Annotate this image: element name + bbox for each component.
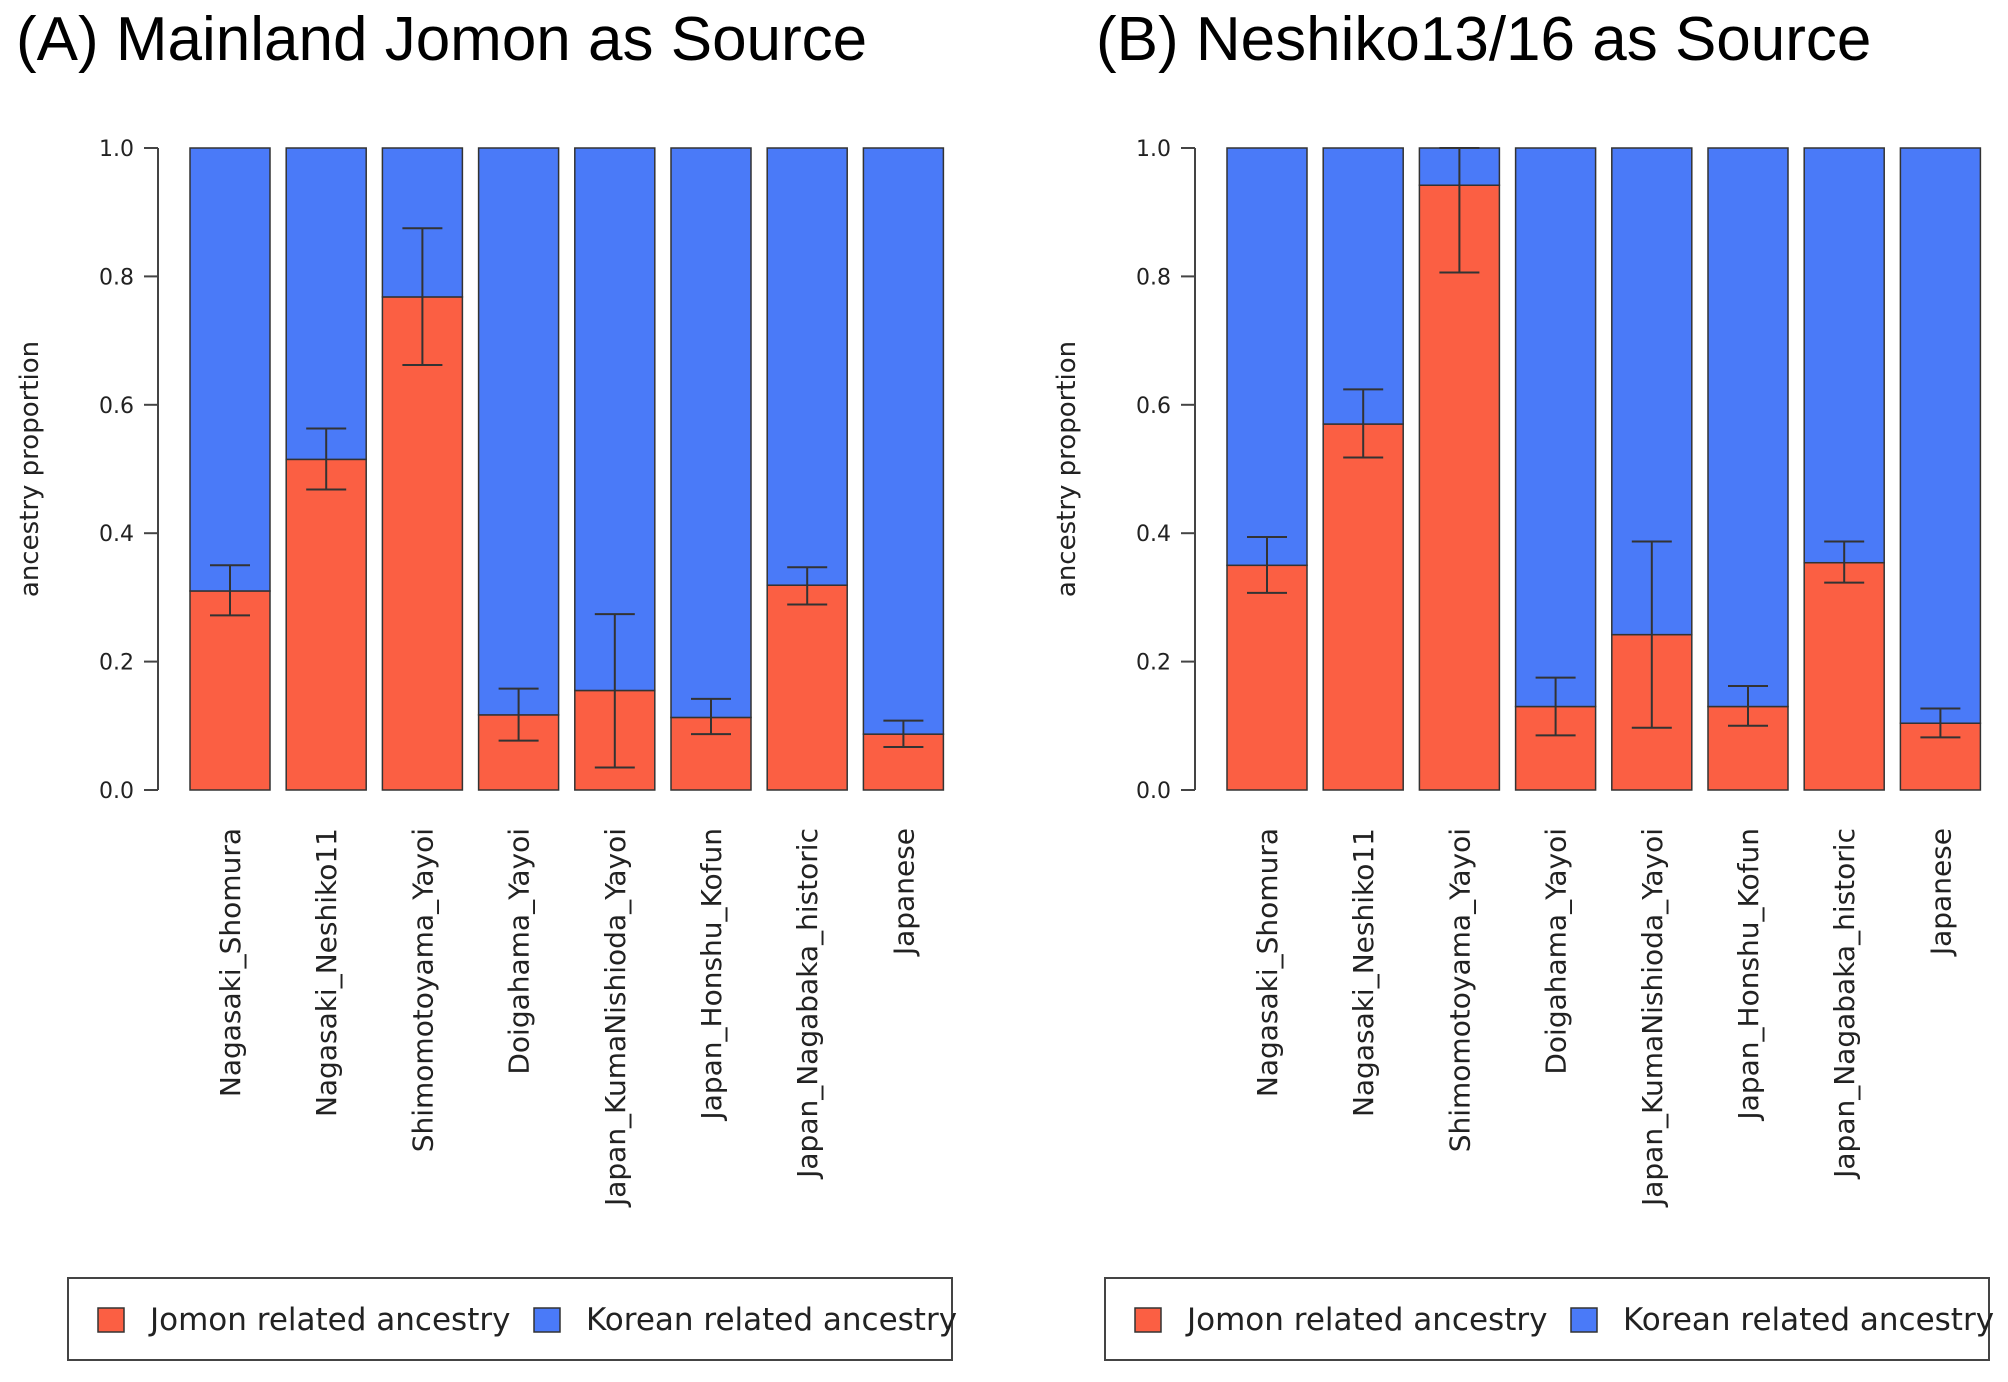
bar-jomon-0 bbox=[189, 590, 271, 791]
legend-swatch-0 bbox=[1134, 1307, 1162, 1333]
y-tick-label: 1.0 bbox=[99, 137, 134, 162]
panel-b-title: (B) Neshiko13/16 as Source bbox=[1096, 5, 1872, 74]
bar-jomon-2 bbox=[381, 296, 464, 791]
x-category-label: Japan_KumaNishioda_Yayoi bbox=[1636, 828, 1669, 1208]
bar-korean-7 bbox=[862, 147, 945, 735]
legend: Jomon related ancestry Korean related anc… bbox=[1104, 1277, 1994, 1361]
chart-panel-0: 0.0 0.2 0.4 0.6 0.8 1.0 ancestry proportion Nag… bbox=[15, 137, 957, 1361]
x-category-label: Japanese bbox=[887, 828, 920, 957]
legend-label-0: Jomon related ancestry bbox=[1185, 1302, 1547, 1338]
bar-korean-3 bbox=[477, 147, 560, 716]
error-bar-6 bbox=[1824, 540, 1865, 584]
error-bar-0 bbox=[210, 564, 250, 617]
x-category-label: Japan_Nagabaka_historic bbox=[1828, 828, 1861, 1180]
error-bar-0 bbox=[1247, 536, 1287, 594]
bar-korean-6 bbox=[766, 147, 848, 586]
error-bar-4 bbox=[594, 613, 635, 769]
bar-korean-1 bbox=[285, 147, 367, 461]
legend-swatch-1 bbox=[1570, 1307, 1598, 1333]
bar-jomon-2 bbox=[1418, 184, 1501, 791]
x-category-label: Japan_Nagabaka_historic bbox=[791, 828, 824, 1180]
y-tick-label: 0.4 bbox=[1136, 522, 1171, 547]
error-bar-2 bbox=[1439, 147, 1480, 274]
legend-box bbox=[67, 1277, 953, 1361]
error-bar-5 bbox=[1728, 684, 1768, 727]
bar-jomon-6 bbox=[766, 584, 848, 791]
y-tick-label: 0.0 bbox=[1136, 779, 1171, 804]
y-tick-label: 0.6 bbox=[1136, 394, 1171, 419]
x-category-label: Japanese bbox=[1924, 828, 1957, 957]
y-tick-label: 0.2 bbox=[1136, 651, 1171, 676]
y-axis-label: ancestry proportion bbox=[15, 341, 45, 597]
bar-jomon-1 bbox=[1322, 423, 1404, 791]
bar-korean-3 bbox=[1514, 147, 1597, 708]
legend: Jomon related ancestry Korean related anc… bbox=[67, 1277, 957, 1361]
y-tick-label: 1.0 bbox=[1136, 137, 1171, 162]
error-bar-3 bbox=[1535, 676, 1576, 737]
legend-label-1: Korean related ancestry bbox=[1623, 1302, 1994, 1338]
y-tick-label: 0.6 bbox=[99, 394, 134, 419]
legend-label-1: Korean related ancestry bbox=[586, 1302, 957, 1338]
legend-swatch-1 bbox=[533, 1307, 561, 1333]
y-tick-label: 0.8 bbox=[1136, 265, 1171, 290]
bar-korean-6 bbox=[1803, 147, 1885, 564]
bar-korean-0 bbox=[1226, 147, 1308, 567]
x-category-label: Nagasaki_Shomura bbox=[1251, 828, 1284, 1097]
bar-jomon-0 bbox=[1226, 564, 1308, 791]
error-bar-1 bbox=[1343, 388, 1384, 459]
x-category-label: Shimomotoyama_Yayoi bbox=[1443, 828, 1476, 1152]
x-category-label: Doigahama_Yayoi bbox=[503, 828, 536, 1075]
bar-jomon-1 bbox=[285, 458, 367, 791]
error-bar-1 bbox=[306, 427, 347, 491]
bar-korean-5 bbox=[670, 147, 752, 719]
legend-box bbox=[1104, 1277, 1990, 1361]
bar-korean-7 bbox=[1899, 147, 1982, 724]
x-category-label: Nagasaki_Shomura bbox=[214, 828, 247, 1097]
y-axis-label: ancestry proportion bbox=[1052, 341, 1082, 597]
y-tick-label: 0.4 bbox=[99, 522, 134, 547]
legend-swatch-0 bbox=[97, 1307, 125, 1333]
y-tick-label: 0.8 bbox=[99, 265, 134, 290]
x-category-label: Japan_KumaNishioda_Yayoi bbox=[599, 828, 632, 1208]
panel-a-title: (A) Mainland Jomon as Source bbox=[16, 5, 868, 74]
x-category-label: Nagasaki_Neshiko11 bbox=[310, 828, 343, 1117]
x-category-label: Japan_Honshu_Kofun bbox=[695, 828, 728, 1122]
legend-label-0: Jomon related ancestry bbox=[148, 1302, 510, 1338]
bar-korean-5 bbox=[1707, 147, 1789, 708]
bar-korean-0 bbox=[189, 147, 271, 592]
bar-korean-1 bbox=[1322, 147, 1404, 425]
error-bar-2 bbox=[402, 227, 443, 366]
error-bar-7 bbox=[883, 719, 924, 748]
x-category-label: Japan_Honshu_Kofun bbox=[1732, 828, 1765, 1122]
error-bar-6 bbox=[787, 566, 828, 606]
error-bar-3 bbox=[498, 687, 539, 742]
error-bar-7 bbox=[1920, 707, 1961, 739]
chart-panel-1: 0.0 0.2 0.4 0.6 0.8 1.0 ancestry proportion Nag… bbox=[1052, 137, 1994, 1361]
y-tick-label: 0.0 bbox=[99, 779, 134, 804]
x-category-label: Shimomotoyama_Yayoi bbox=[406, 828, 439, 1152]
y-tick-label: 0.2 bbox=[99, 651, 134, 676]
x-category-label: Nagasaki_Neshiko11 bbox=[1347, 828, 1380, 1117]
x-category-label: Doigahama_Yayoi bbox=[1540, 828, 1573, 1075]
bar-korean-4 bbox=[574, 147, 656, 692]
error-bar-4 bbox=[1631, 540, 1672, 729]
bar-jomon-6 bbox=[1803, 561, 1885, 791]
error-bar-5 bbox=[691, 697, 731, 736]
